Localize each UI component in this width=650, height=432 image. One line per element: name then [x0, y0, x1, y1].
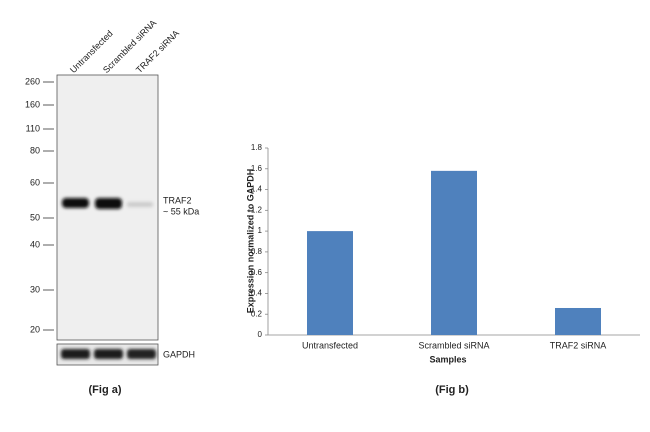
band-label: TRAF2 [163, 195, 192, 205]
marker-label: 160 [25, 99, 40, 109]
bar [555, 307, 601, 335]
x-tick-label: TRAF2 siRNA [550, 340, 607, 350]
loading-control: GAPDH [163, 349, 195, 359]
bar-chart: Samples Expression normalized to GAPDH (… [245, 143, 640, 396]
band [61, 349, 90, 359]
bands [61, 198, 156, 359]
caption: (Fig a) [89, 384, 122, 396]
markers: 260 160 110 80 60 50 40 30 20 [25, 76, 54, 334]
bar [307, 231, 353, 335]
band [62, 198, 89, 208]
band-size: ~ 55 kDa [163, 206, 199, 216]
caption: (Fig b) [435, 384, 469, 396]
lane-label: Scrambled siRNA [101, 18, 158, 75]
marker-label: 80 [30, 145, 40, 155]
marker-label: 60 [30, 177, 40, 187]
bar [431, 170, 477, 335]
marker-label: 110 [26, 123, 40, 133]
y-tick-label: 1.4 [251, 185, 263, 194]
y-tick-label: 0.2 [251, 309, 263, 318]
y-tick-label: 0.4 [251, 289, 263, 298]
marker-label: 50 [30, 212, 40, 222]
marker-label: 20 [30, 324, 40, 334]
marker-label: 260 [25, 76, 40, 86]
y-tick-label: 0.8 [251, 247, 263, 256]
y-tick-label: 0.6 [251, 268, 263, 277]
x-tick-label: Untransfected [302, 340, 358, 350]
band [95, 198, 122, 209]
y-tick-label: 1.2 [251, 205, 263, 214]
x-axis-label: Samples [429, 354, 466, 364]
y-axis-label: Expression normalized to GAPDH [245, 169, 255, 314]
band [127, 202, 153, 207]
y-tick-label: 0 [258, 330, 263, 339]
marker-label: 40 [30, 239, 40, 249]
marker-label: 30 [30, 284, 40, 294]
band [94, 349, 123, 359]
y-tick-label: 1.6 [251, 164, 263, 173]
x-tick-label: Scrambled siRNA [418, 340, 489, 350]
y-tick-label: 1.8 [251, 143, 263, 152]
y-tick-label: 1 [258, 226, 263, 235]
band [127, 349, 156, 359]
